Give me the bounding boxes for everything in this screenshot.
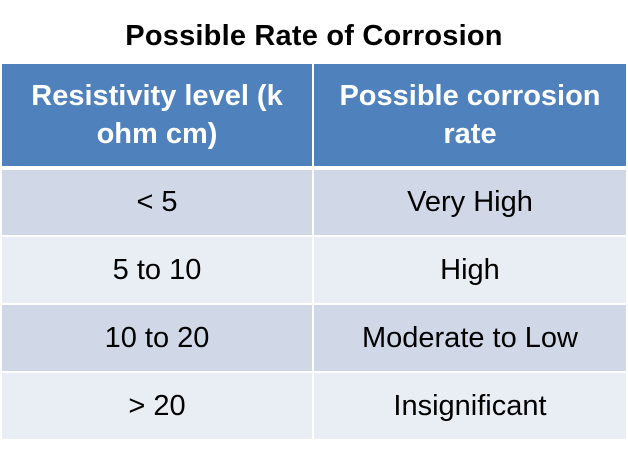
corrosion-rate-cell: Very High	[313, 168, 626, 237]
table-row: 10 to 20 Moderate to Low	[2, 304, 626, 373]
page-title: Possible Rate of Corrosion	[125, 20, 503, 52]
resistivity-cell: 5 to 10	[2, 236, 314, 305]
corrosion-rate-cell: Moderate to Low	[313, 304, 626, 373]
resistivity-cell: < 5	[2, 168, 314, 237]
table-row: > 20 Insignificant	[2, 372, 626, 441]
header-corrosion-rate: Possible corrosion rate	[313, 64, 626, 170]
corrosion-rate-cell: Insignificant	[313, 372, 626, 441]
corrosion-rate-cell: High	[313, 236, 626, 305]
header-resistivity-level: Resistivity level (k ohm cm)	[2, 64, 314, 170]
table-row: 5 to 10 High	[2, 236, 626, 305]
table-header-row: Resistivity level (k ohm cm) Possible co…	[2, 64, 626, 170]
resistivity-cell: > 20	[2, 372, 314, 441]
table-row: < 5 Very High	[2, 168, 626, 237]
corrosion-rate-table: Resistivity level (k ohm cm) Possible co…	[2, 64, 626, 441]
resistivity-cell: 10 to 20	[2, 304, 314, 373]
